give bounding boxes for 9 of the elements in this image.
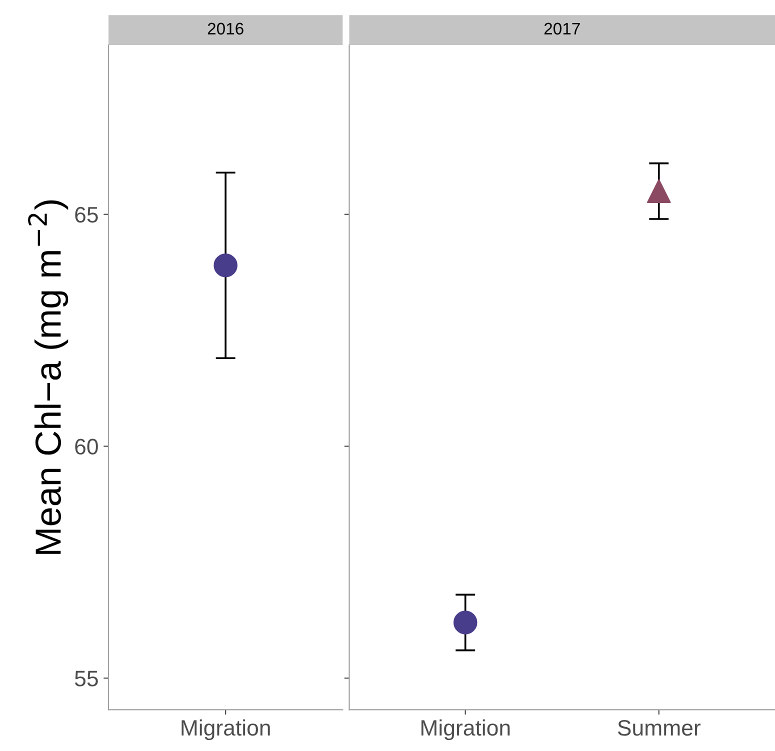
chart-title: 2017 [544, 22, 580, 35]
x-tick-label: Migration [182, 719, 270, 740]
y-tick-label: 55 [74, 670, 98, 686]
x-tick-label: Summer [618, 720, 701, 736]
y-tick-label: 65 [75, 206, 98, 223]
y-tick-label: 60 [75, 438, 98, 455]
chart-title: 2016 [208, 22, 244, 35]
x-tick-label: Migration [422, 719, 510, 740]
y-axis-title: Mean Chl−a (mg m$^{−2}$) [28, 200, 68, 554]
